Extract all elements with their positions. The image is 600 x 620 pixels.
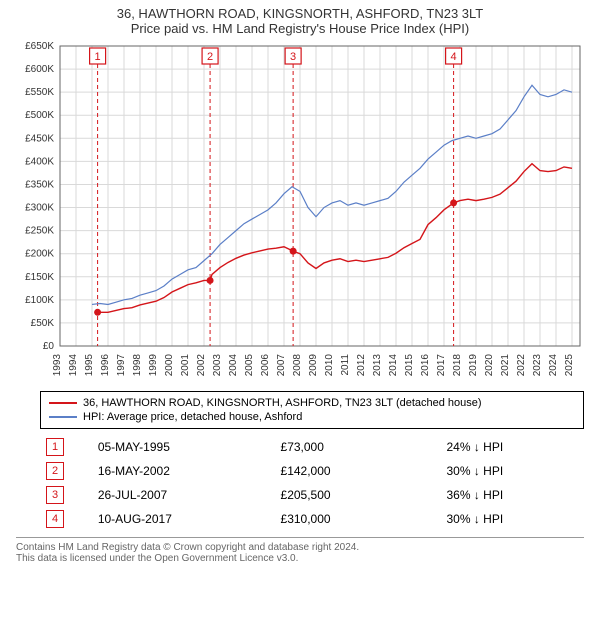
svg-text:1999: 1999 xyxy=(148,354,159,377)
svg-text:1998: 1998 xyxy=(132,354,143,377)
svg-text:£50K: £50K xyxy=(31,318,55,329)
transaction-delta: 30% ↓ HPI xyxy=(407,459,585,483)
svg-text:£400K: £400K xyxy=(25,156,54,167)
svg-text:£200K: £200K xyxy=(25,249,54,260)
transaction-row: 3 26-JUL-2007£205,50036% ↓ HPI xyxy=(40,483,584,507)
svg-text:£650K: £650K xyxy=(25,41,54,52)
legend-item: 36, HAWTHORN ROAD, KINGSNORTH, ASHFORD, … xyxy=(49,396,575,410)
transaction-date: 16-MAY-2002 xyxy=(92,459,241,483)
svg-text:2019: 2019 xyxy=(468,354,479,377)
title-block: 36, HAWTHORN ROAD, KINGSNORTH, ASHFORD, … xyxy=(0,0,600,38)
svg-text:£250K: £250K xyxy=(25,226,54,237)
svg-text:2006: 2006 xyxy=(260,354,271,377)
legend-label: 36, HAWTHORN ROAD, KINGSNORTH, ASHFORD, … xyxy=(83,397,482,409)
svg-text:1994: 1994 xyxy=(68,354,79,377)
svg-text:2017: 2017 xyxy=(436,354,447,377)
transaction-delta: 24% ↓ HPI xyxy=(407,435,585,459)
svg-text:2009: 2009 xyxy=(308,354,319,377)
svg-text:£150K: £150K xyxy=(25,272,54,283)
svg-text:1: 1 xyxy=(95,51,101,63)
transaction-price: £142,000 xyxy=(241,459,407,483)
svg-text:2012: 2012 xyxy=(356,354,367,377)
svg-text:2015: 2015 xyxy=(404,354,415,377)
svg-text:2001: 2001 xyxy=(180,354,191,377)
legend: 36, HAWTHORN ROAD, KINGSNORTH, ASHFORD, … xyxy=(40,391,584,429)
attribution: Contains HM Land Registry data © Crown c… xyxy=(16,537,584,564)
svg-text:2007: 2007 xyxy=(276,354,287,377)
svg-text:£100K: £100K xyxy=(25,295,54,306)
legend-label: HPI: Average price, detached house, Ashf… xyxy=(83,411,302,423)
svg-text:2002: 2002 xyxy=(196,354,207,377)
svg-text:2: 2 xyxy=(207,51,213,63)
svg-text:£350K: £350K xyxy=(25,179,54,190)
transaction-price: £205,500 xyxy=(241,483,407,507)
legend-item: HPI: Average price, detached house, Ashf… xyxy=(49,410,575,424)
title-subtitle: Price paid vs. HM Land Registry's House … xyxy=(10,21,590,36)
transactions-table: 1 05-MAY-1995£73,00024% ↓ HPI 2 16-MAY-2002… xyxy=(40,435,584,531)
transaction-row: 2 16-MAY-2002£142,00030% ↓ HPI xyxy=(40,459,584,483)
svg-text:2014: 2014 xyxy=(388,354,399,377)
transaction-date: 10-AUG-2017 xyxy=(92,507,241,531)
transaction-delta: 30% ↓ HPI xyxy=(407,507,585,531)
transaction-price: £73,000 xyxy=(241,435,407,459)
svg-text:2016: 2016 xyxy=(420,354,431,377)
svg-text:2025: 2025 xyxy=(564,354,575,377)
svg-text:2008: 2008 xyxy=(292,354,303,377)
transaction-date: 05-MAY-1995 xyxy=(92,435,241,459)
line-chart: £0 £50K £100K £150K £200K £250K £300K £350K £400… xyxy=(10,38,590,378)
svg-text:1996: 1996 xyxy=(100,354,111,377)
svg-text:2000: 2000 xyxy=(164,354,175,377)
svg-text:£550K: £550K xyxy=(25,87,54,98)
chart-area: £0 £50K £100K £150K £200K £250K £300K £350K £400… xyxy=(10,38,590,383)
svg-text:2005: 2005 xyxy=(244,354,255,377)
attribution-line: This data is licensed under the Open Gov… xyxy=(16,553,584,564)
transaction-row: 1 05-MAY-1995£73,00024% ↓ HPI xyxy=(40,435,584,459)
chart-container: 36, HAWTHORN ROAD, KINGSNORTH, ASHFORD, … xyxy=(0,0,600,564)
svg-text:2011: 2011 xyxy=(340,354,351,376)
svg-text:£0: £0 xyxy=(43,341,55,352)
transaction-date: 26-JUL-2007 xyxy=(92,483,241,507)
legend-swatch xyxy=(49,416,77,418)
title-address: 36, HAWTHORN ROAD, KINGSNORTH, ASHFORD, … xyxy=(10,6,590,21)
svg-text:2003: 2003 xyxy=(212,354,223,377)
svg-text:£500K: £500K xyxy=(25,110,54,121)
legend-swatch xyxy=(49,402,77,404)
svg-text:3: 3 xyxy=(290,51,296,63)
transaction-marker: 1 xyxy=(46,438,64,456)
svg-text:2021: 2021 xyxy=(500,354,511,377)
svg-text:2004: 2004 xyxy=(228,354,239,377)
svg-text:2022: 2022 xyxy=(516,354,527,377)
svg-text:2024: 2024 xyxy=(548,354,559,377)
svg-text:2013: 2013 xyxy=(372,354,383,377)
transaction-row: 4 10-AUG-2017£310,00030% ↓ HPI xyxy=(40,507,584,531)
svg-text:2020: 2020 xyxy=(484,354,495,377)
svg-text:£600K: £600K xyxy=(25,64,54,75)
svg-text:1993: 1993 xyxy=(52,354,63,377)
svg-text:2010: 2010 xyxy=(324,354,335,377)
transaction-delta: 36% ↓ HPI xyxy=(407,483,585,507)
svg-text:1995: 1995 xyxy=(84,354,95,377)
attribution-line: Contains HM Land Registry data © Crown c… xyxy=(16,542,584,553)
svg-text:4: 4 xyxy=(451,51,457,63)
transaction-price: £310,000 xyxy=(241,507,407,531)
svg-text:2018: 2018 xyxy=(452,354,463,377)
svg-text:£450K: £450K xyxy=(25,133,54,144)
svg-text:1997: 1997 xyxy=(116,354,127,377)
transaction-marker: 4 xyxy=(46,510,64,528)
svg-text:2023: 2023 xyxy=(532,354,543,377)
transaction-marker: 3 xyxy=(46,486,64,504)
transaction-marker: 2 xyxy=(46,462,64,480)
svg-text:£300K: £300K xyxy=(25,203,54,214)
